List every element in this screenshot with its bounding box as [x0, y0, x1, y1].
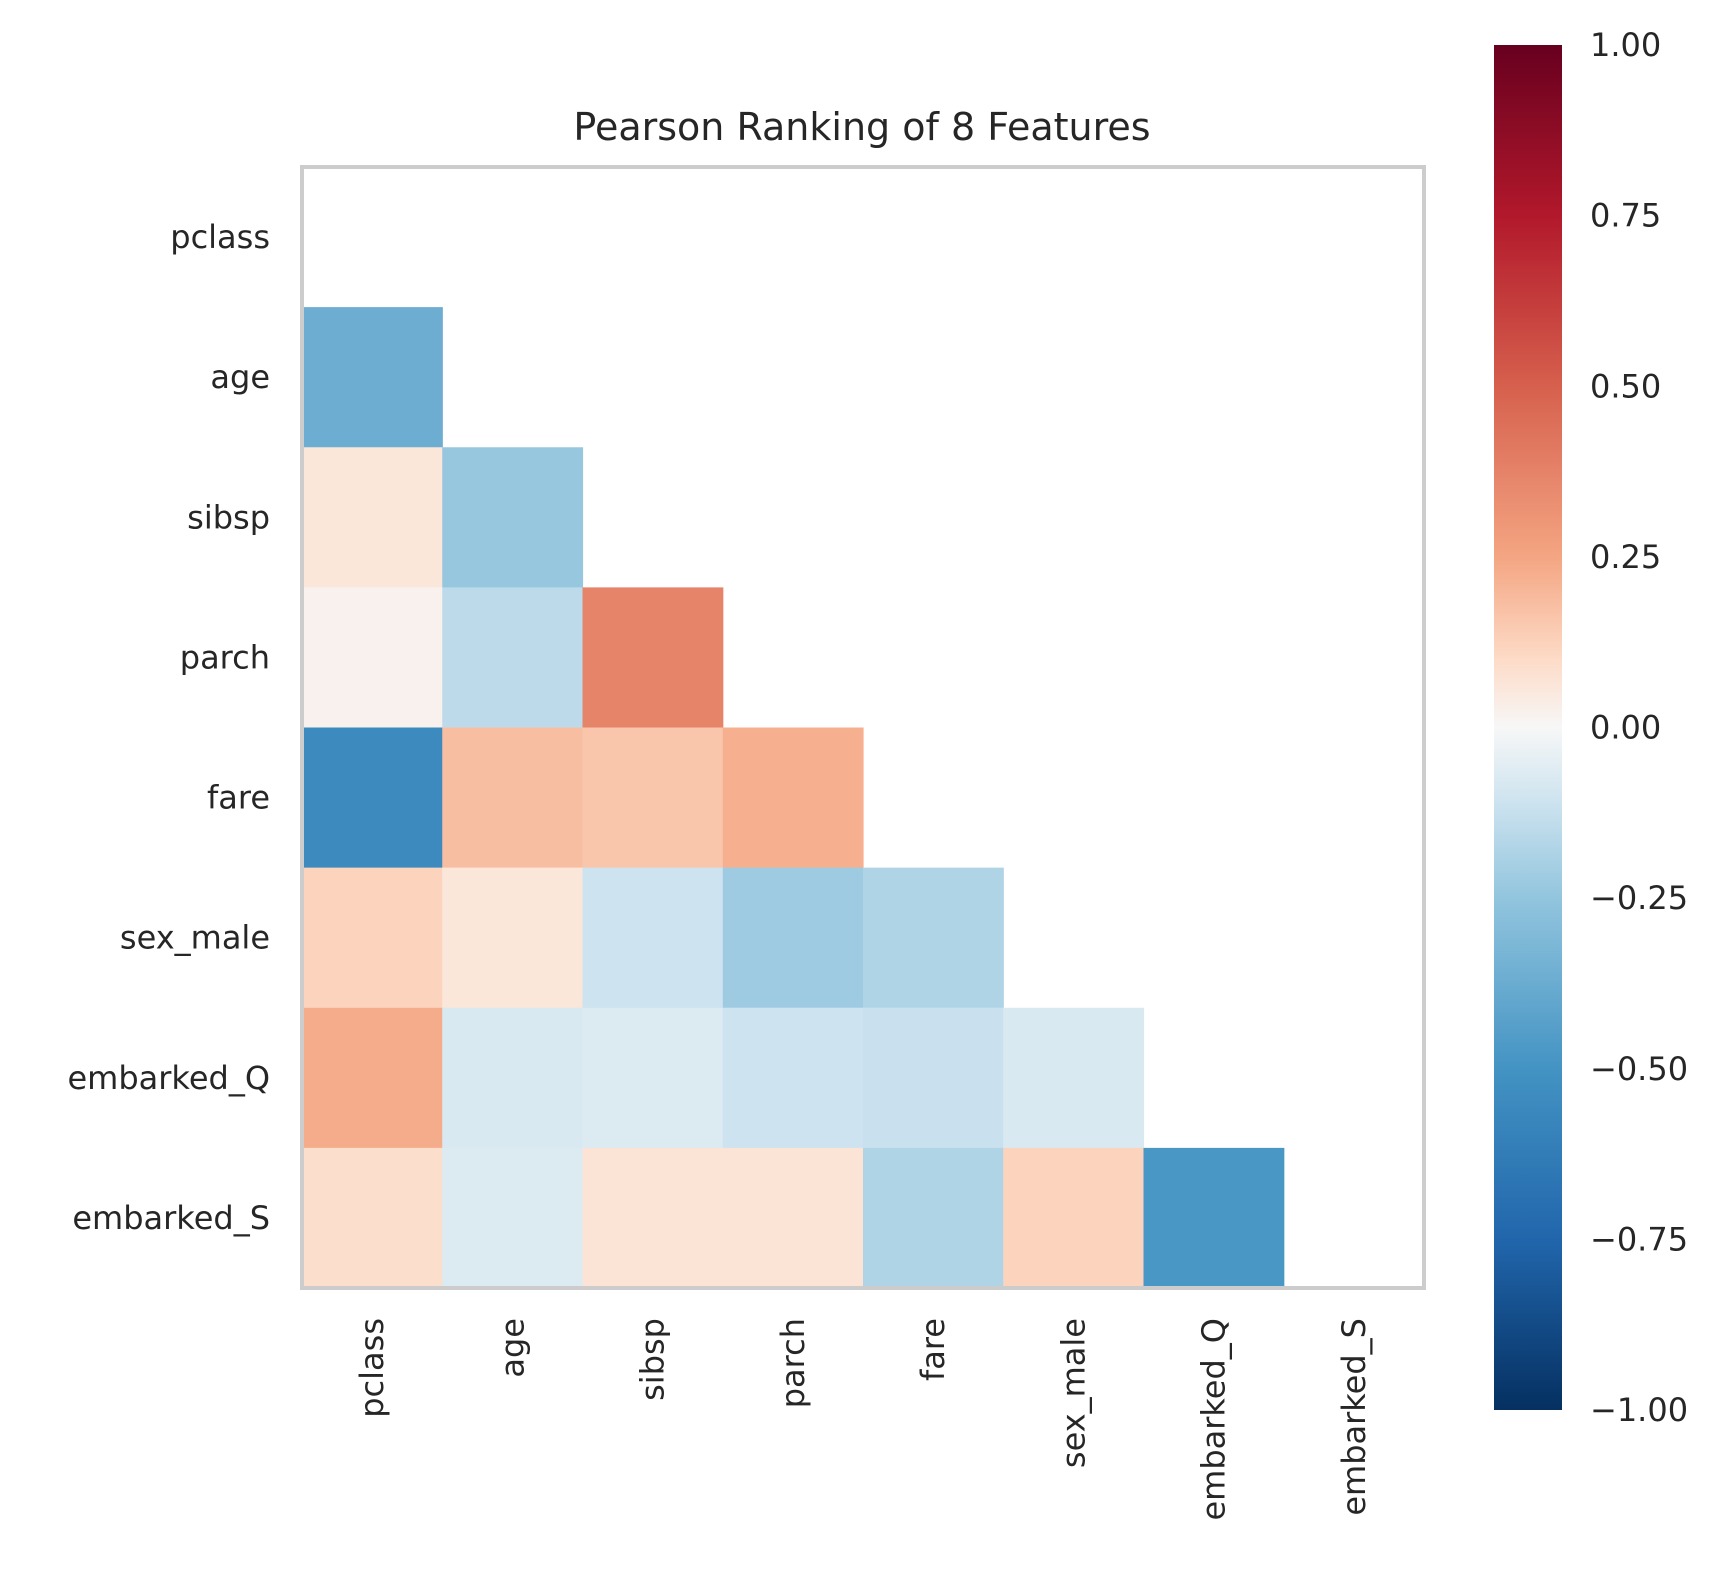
heatmap-cell-sex_male-parch: [722, 867, 864, 1009]
y-axis-labels: pclass age sibsp parch fare sex_male embarked_…: [67, 218, 270, 1237]
x-tick-label-fare: fare: [914, 1318, 952, 1381]
x-tick-label-sex_male: sex_male: [1054, 1318, 1092, 1468]
heatmap-cell-fare-age: [442, 727, 584, 869]
heatmap-cell-parch-pclass: [302, 587, 443, 729]
colorbar-tick-label: 1.00: [1590, 26, 1661, 64]
x-tick-label-parch: parch: [774, 1318, 812, 1408]
x-axis-labels: pclass age sibsp parch fare sex_male embarked_…: [353, 1318, 1373, 1521]
heatmap-cell-parch-age: [442, 587, 584, 729]
colorbar-tick-label: 0.50: [1590, 367, 1661, 405]
x-tick-label-embarked_S: embarked_S: [1335, 1318, 1373, 1516]
colorbar-tick-label: −0.25: [1590, 879, 1688, 917]
heatmap-cell-embarked_Q-pclass: [302, 1007, 443, 1149]
colorbar-tick-label: 0.75: [1590, 197, 1661, 235]
heatmap-cell-sex_male-pclass: [302, 867, 443, 1009]
colorbar-tick-label: 0.25: [1590, 538, 1661, 576]
heatmap-cell-parch-sibsp: [582, 587, 724, 729]
colorbar-tick-label: −0.50: [1590, 1050, 1688, 1088]
heatmap-cell-sex_male-fare: [863, 867, 1004, 1009]
y-tick-label-pclass: pclass: [170, 218, 270, 256]
plot-frame: [300, 165, 1426, 1290]
y-tick-label-fare: fare: [207, 779, 270, 817]
heatmap-cell-embarked_Q-parch: [722, 1007, 864, 1149]
heatmap-cell-sibsp-pclass: [302, 447, 443, 588]
heatmap-cell-embarked_S-sibsp: [582, 1147, 724, 1289]
heatmap-cell-sex_male-age: [442, 867, 584, 1009]
heatmap-cell-embarked_S-sex_male: [1003, 1147, 1145, 1289]
heatmap-cell-fare-pclass: [302, 727, 443, 869]
heatmap-cells: [302, 307, 1285, 1289]
colorbar-tick-label: −0.75: [1590, 1220, 1688, 1258]
heatmap-cell-embarked_S-parch: [722, 1147, 864, 1289]
heatmap-cell-embarked_S-fare: [863, 1147, 1004, 1289]
y-tick-label-parch: parch: [180, 638, 270, 676]
chart-title: Pearson Ranking of 8 Features: [573, 105, 1150, 149]
y-tick-label-embarked_S: embarked_S: [72, 1199, 270, 1237]
heatmap-cell-embarked_S-age: [442, 1147, 584, 1289]
y-tick-label-sibsp: sibsp: [187, 498, 270, 536]
heatmap-cell-age-pclass: [302, 307, 443, 448]
heatmap-cell-sex_male-sibsp: [582, 867, 724, 1009]
heatmap-cell-embarked_S-embarked_Q: [1143, 1147, 1285, 1289]
heatmap-cell-embarked_S-pclass: [302, 1147, 443, 1289]
heatmap-cell-embarked_Q-age: [442, 1007, 584, 1149]
heatmap-cell-fare-sibsp: [582, 727, 724, 869]
x-tick-label-age: age: [493, 1318, 531, 1378]
x-tick-label-embarked_Q: embarked_Q: [1195, 1318, 1233, 1521]
colorbar-tick-label: −1.00: [1590, 1391, 1688, 1429]
heatmap-cell-embarked_Q-sex_male: [1003, 1007, 1145, 1149]
heatmap-cell-sibsp-age: [442, 447, 584, 588]
y-tick-label-sex_male: sex_male: [120, 919, 270, 957]
colorbar: [1494, 45, 1562, 1410]
heatmap-cell-embarked_Q-sibsp: [582, 1007, 724, 1149]
x-tick-label-pclass: pclass: [353, 1318, 391, 1418]
y-tick-label-embarked_Q: embarked_Q: [67, 1059, 270, 1097]
heatmap-cell-fare-parch: [722, 727, 864, 869]
x-tick-label-sibsp: sibsp: [634, 1318, 672, 1401]
y-tick-label-age: age: [210, 358, 270, 396]
colorbar-tick-label: 0.00: [1590, 709, 1661, 747]
colorbar-tick-labels: 1.00 0.75 0.50 0.25 0.00 −0.25 −0.50 −0.75 −1.00: [1590, 26, 1688, 1429]
heatmap-cell-embarked_Q-fare: [863, 1007, 1004, 1149]
